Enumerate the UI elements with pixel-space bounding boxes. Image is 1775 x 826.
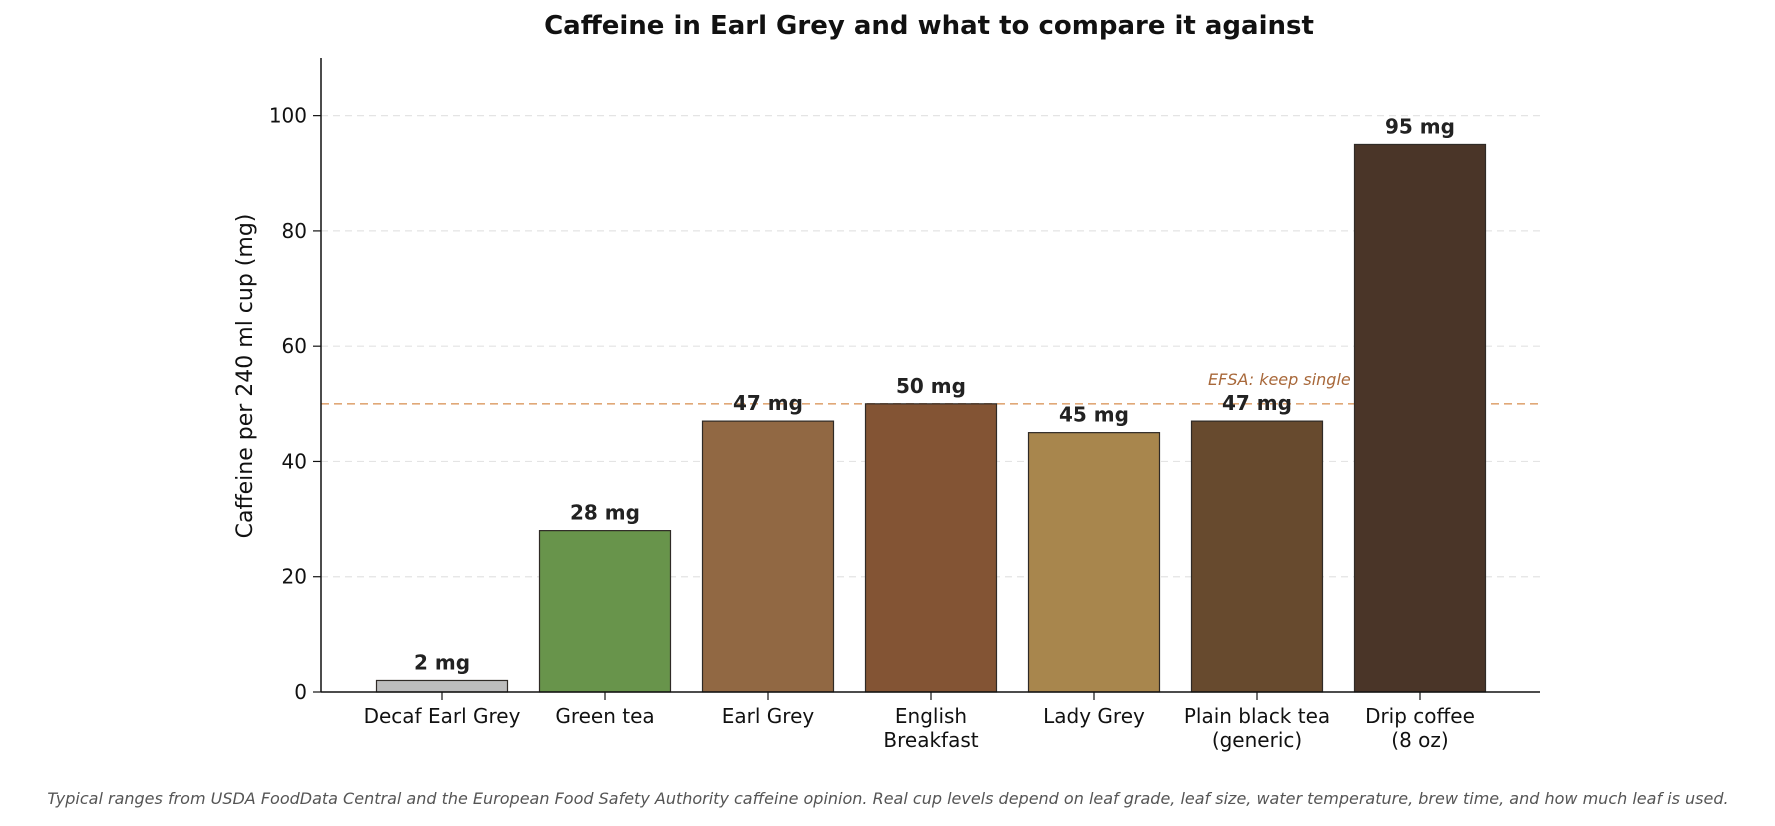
x-tick-label: Drip coffee (8 oz) [1365, 704, 1475, 752]
bar [864, 403, 998, 693]
bar [1353, 143, 1487, 693]
y-tick-label: 0 [294, 680, 307, 704]
bar [701, 420, 835, 693]
x-tick-label: English Breakfast [883, 704, 978, 752]
bar-value-labels: 2 mg 28 mg 47 mg 50 mg 45 mg 47 mg 95 mg [414, 114, 1455, 674]
y-tick-label: 100 [269, 104, 307, 128]
bars [375, 143, 1487, 693]
x-tick-label: Lady Grey [1043, 704, 1145, 728]
x-tick-label: Green tea [555, 704, 654, 728]
bar-value-label: 47 mg [733, 391, 803, 415]
footnote: Typical ranges from USDA FoodData Centra… [47, 789, 1728, 808]
x-tick-label: Decaf Earl Grey [364, 704, 521, 728]
bar-value-label: 2 mg [414, 650, 470, 674]
y-tick-label: 20 [282, 565, 307, 589]
y-tick-label: 60 [282, 334, 307, 358]
bar [375, 679, 509, 693]
y-tick-label: 40 [282, 449, 307, 473]
y-tick-label: 80 [282, 219, 307, 243]
x-tick-label: Plain black tea (generic) [1184, 704, 1330, 752]
bar [1190, 420, 1324, 693]
bar-value-label: 45 mg [1059, 403, 1129, 427]
bar-value-label: 50 mg [896, 374, 966, 398]
bar-value-label: 28 mg [570, 501, 640, 525]
bar-value-label: 47 mg [1222, 391, 1292, 415]
x-tick-label: Earl Grey [722, 704, 815, 728]
chart-title: Caffeine in Earl Grey and what to compar… [544, 11, 1314, 41]
bar [538, 530, 672, 693]
axes: 0 20 40 60 80 100 Decaf Earl Grey Green tea Earl… [269, 58, 1540, 752]
y-axis-label: Caffeine per 240 ml cup (mg) [233, 214, 258, 539]
bar-value-label: 95 mg [1385, 114, 1455, 138]
bar [1027, 432, 1161, 693]
